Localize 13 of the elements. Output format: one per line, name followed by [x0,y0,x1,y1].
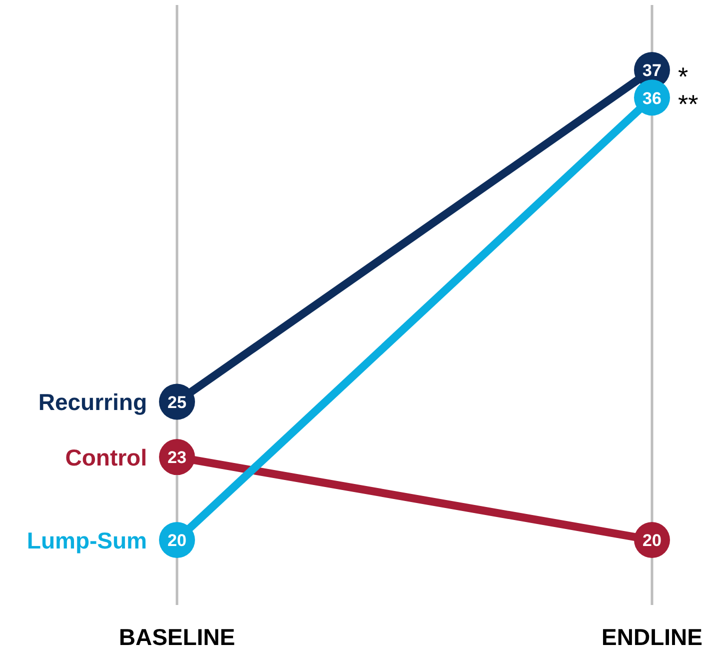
data-label: 20 [168,531,186,550]
x-tick-label: ENDLINE [602,624,702,650]
series-label: Control [65,444,147,470]
series-label: Lump-Sum [26,527,147,554]
series-label: Recurring [38,389,147,416]
annotation: ** [678,89,698,120]
x-tick-label: BASELINE [118,624,236,650]
data-label: 20 [642,531,662,550]
data-label: 37 [642,61,662,80]
data-label: 36 [642,88,662,108]
data-label: 25 [168,392,186,412]
data-label: 23 [168,448,186,468]
annotation: * [678,62,688,92]
